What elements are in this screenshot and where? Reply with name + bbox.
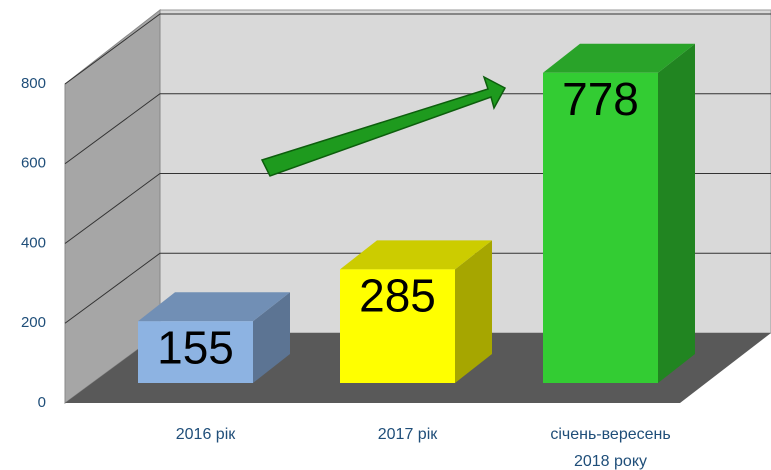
value-label: 285 bbox=[359, 270, 436, 322]
bar bbox=[543, 72, 658, 384]
bar-top bbox=[138, 292, 290, 322]
value-label: 155 bbox=[157, 321, 234, 373]
y-tick-label: 400 bbox=[21, 234, 46, 251]
y-tick-label: 0 bbox=[38, 394, 46, 411]
grid-line bbox=[64, 13, 771, 85]
x-tick-label: 2016 рік bbox=[175, 426, 236, 443]
y-tick-label: 800 bbox=[21, 75, 46, 92]
trend-arrow bbox=[260, 75, 507, 177]
bar-top bbox=[543, 43, 695, 73]
bar-side bbox=[658, 43, 695, 384]
x-tick-label: 2017 рік bbox=[377, 426, 438, 443]
bar bbox=[138, 321, 253, 383]
bar-side bbox=[455, 240, 492, 383]
bar bbox=[340, 269, 455, 383]
y-tick-label: 200 bbox=[21, 314, 46, 331]
bar-side bbox=[253, 292, 290, 383]
value-label: 778 bbox=[562, 73, 639, 125]
x-tick-label: січень-вересень 2018 року bbox=[550, 426, 671, 470]
bar-top bbox=[340, 240, 492, 270]
y-tick-label: 600 bbox=[21, 155, 46, 172]
